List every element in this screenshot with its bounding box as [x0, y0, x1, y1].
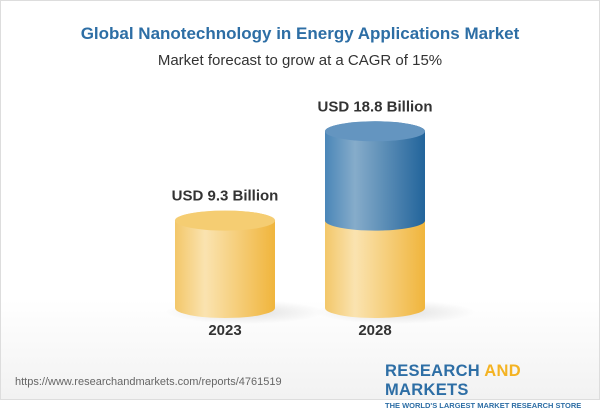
brand-text-and: AND — [484, 362, 521, 380]
category-label: 2023 — [208, 322, 241, 339]
chart-subtitle: Market forecast to grow at a CAGR of 15% — [157, 52, 443, 69]
cylinder-top — [175, 210, 275, 231]
cylinder-base-segment — [325, 210, 425, 318]
category-label: 2028 — [358, 322, 391, 339]
brand-logo: RESEARCH AND MARKETS THE WORLD'S LARGEST… — [385, 362, 590, 410]
cylinder-base-segment — [175, 210, 275, 318]
chart-area: USD 9.3 Billion 2023 USD 18.8 Billion 2028 — [165, 98, 475, 339]
chart-frame — [0, 0, 600, 400]
cylinder-top — [325, 121, 425, 142]
data-label: USD 18.8 Billion — [317, 98, 432, 115]
cylinder-growth-segment — [325, 121, 425, 231]
data-label: USD 9.3 Billion — [172, 188, 279, 205]
brand-tagline: THE WORLD'S LARGEST MARKET RESEARCH STOR… — [385, 401, 582, 410]
chart-title: Global Nanotechnology in Energy Applicat… — [80, 24, 520, 43]
brand-text: MARKETS — [385, 381, 469, 399]
source-url[interactable]: https://www.researchandmarkets.com/repor… — [15, 376, 282, 388]
brand-text: RESEARCH — [385, 362, 485, 380]
